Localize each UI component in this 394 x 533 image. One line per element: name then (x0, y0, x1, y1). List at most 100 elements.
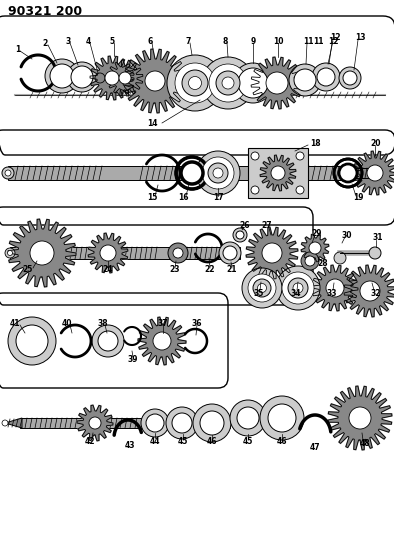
Text: 43: 43 (125, 440, 135, 449)
Polygon shape (344, 265, 394, 317)
Circle shape (334, 252, 346, 264)
Text: 42: 42 (85, 437, 95, 446)
Circle shape (349, 407, 371, 429)
Circle shape (181, 162, 203, 184)
Circle shape (262, 243, 282, 263)
Circle shape (5, 248, 15, 258)
Text: 46: 46 (277, 437, 287, 446)
Circle shape (166, 407, 198, 439)
Circle shape (30, 241, 54, 265)
Polygon shape (138, 317, 186, 365)
Circle shape (16, 325, 48, 357)
Circle shape (188, 77, 201, 90)
Circle shape (141, 409, 169, 437)
Circle shape (173, 248, 183, 258)
Circle shape (236, 231, 244, 239)
Text: 34: 34 (291, 288, 301, 297)
Text: 33: 33 (327, 288, 337, 297)
Circle shape (50, 64, 74, 88)
Text: 23: 23 (170, 265, 180, 274)
Circle shape (219, 242, 241, 264)
Text: 5: 5 (110, 36, 115, 45)
Text: 44: 44 (150, 437, 160, 446)
Circle shape (237, 407, 259, 429)
Circle shape (153, 332, 171, 350)
Circle shape (92, 325, 124, 357)
Bar (10, 247, 240, 259)
Circle shape (119, 72, 131, 84)
Text: 11: 11 (303, 36, 313, 45)
Circle shape (296, 186, 304, 194)
Text: 9: 9 (250, 36, 256, 45)
Circle shape (71, 66, 93, 88)
Circle shape (209, 64, 247, 102)
Circle shape (172, 413, 192, 433)
Circle shape (202, 157, 234, 189)
Text: 27: 27 (262, 221, 272, 230)
Circle shape (5, 170, 11, 176)
Circle shape (216, 71, 240, 95)
Text: 47: 47 (310, 442, 320, 451)
Text: 90321 200: 90321 200 (8, 5, 82, 18)
Text: 12: 12 (328, 36, 338, 45)
Text: 28: 28 (318, 259, 328, 268)
Circle shape (266, 72, 288, 94)
Text: 36: 36 (192, 319, 202, 327)
Circle shape (289, 64, 321, 96)
Text: 38: 38 (98, 319, 108, 327)
Text: 17: 17 (213, 193, 223, 203)
Text: 2: 2 (43, 38, 48, 47)
Polygon shape (260, 155, 296, 191)
Circle shape (343, 71, 357, 85)
Text: 32: 32 (371, 288, 381, 297)
Circle shape (196, 151, 240, 195)
Circle shape (253, 279, 271, 297)
Text: 30: 30 (342, 230, 352, 239)
Text: 29: 29 (312, 229, 322, 238)
Circle shape (242, 268, 282, 308)
Polygon shape (353, 151, 394, 195)
Circle shape (222, 77, 234, 89)
Circle shape (105, 71, 119, 85)
Text: 20: 20 (371, 139, 381, 148)
Circle shape (8, 317, 56, 365)
Text: 21: 21 (227, 265, 237, 274)
Circle shape (276, 266, 320, 310)
Circle shape (309, 242, 321, 254)
Text: 35: 35 (254, 288, 264, 297)
Circle shape (213, 168, 223, 178)
Text: 41: 41 (10, 319, 20, 327)
Circle shape (145, 71, 165, 91)
Circle shape (95, 73, 105, 83)
Circle shape (367, 165, 383, 181)
Text: 6: 6 (147, 36, 152, 45)
Circle shape (260, 396, 304, 440)
Text: 45: 45 (178, 437, 188, 446)
Text: 15: 15 (147, 193, 157, 203)
Text: 46: 46 (207, 437, 217, 446)
Circle shape (89, 417, 101, 429)
Circle shape (288, 278, 308, 298)
Circle shape (233, 63, 273, 103)
Circle shape (339, 67, 361, 89)
Circle shape (312, 63, 340, 91)
Text: 48: 48 (360, 439, 370, 448)
Bar (355, 168, 377, 178)
Text: 4: 4 (85, 36, 91, 45)
Text: 16: 16 (178, 193, 188, 203)
Text: 26: 26 (240, 221, 250, 230)
Circle shape (326, 279, 344, 297)
Polygon shape (88, 233, 128, 273)
Circle shape (294, 69, 316, 91)
Text: 13: 13 (355, 34, 365, 43)
Text: 24: 24 (103, 265, 113, 274)
Circle shape (45, 59, 79, 93)
Circle shape (293, 283, 303, 293)
Text: 45: 45 (243, 437, 253, 446)
Text: 10: 10 (273, 36, 283, 45)
Circle shape (339, 164, 357, 182)
Circle shape (305, 256, 315, 266)
Circle shape (301, 252, 319, 270)
Circle shape (251, 152, 259, 160)
Polygon shape (8, 219, 76, 287)
